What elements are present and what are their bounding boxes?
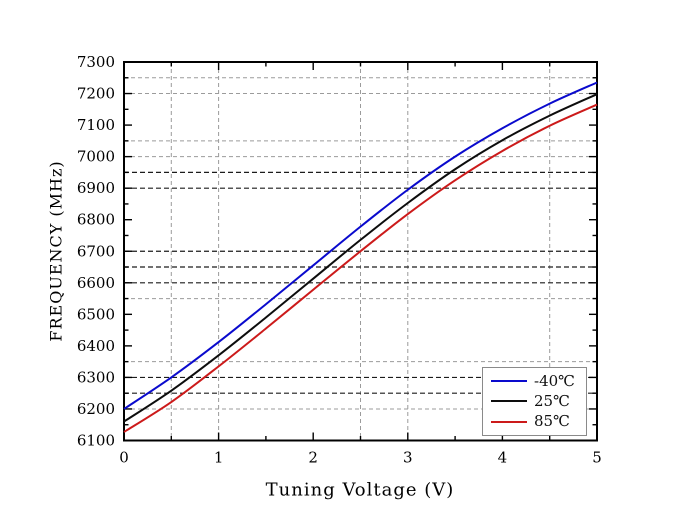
legend-label-25c: 25℃ xyxy=(534,391,570,410)
legend-label-minus40c: -40℃ xyxy=(534,371,575,390)
x-tick-label: 3 xyxy=(403,449,413,467)
data-curves xyxy=(123,81,598,433)
curve-85 xyxy=(123,103,598,433)
legend-item-85c: 85℃ xyxy=(483,412,586,432)
y-axis-title: FREQUENCY (MHz) xyxy=(46,160,66,342)
y-tick-label: 6900 xyxy=(77,179,115,197)
y-tick-label: 7200 xyxy=(77,85,115,103)
legend-item-minus40c: -40℃ xyxy=(483,371,586,391)
y-tick-label: 6600 xyxy=(77,274,115,292)
legend-line-sample-85c xyxy=(491,420,527,423)
axis-ticks xyxy=(123,61,598,442)
x-tick-label: 2 xyxy=(308,449,318,467)
legend-line-sample-minus40c xyxy=(491,380,527,383)
y-tick-label: 6700 xyxy=(77,242,115,260)
x-axis-title: Tuning Voltage (V) xyxy=(265,479,455,501)
y-tick-label: 6200 xyxy=(77,400,115,418)
y-tick-label: 6400 xyxy=(77,337,115,355)
tick-labels: 6100 6200 6300 6400 6500 6600 6700 6800 6900 7000… xyxy=(77,53,602,467)
curve-25 xyxy=(123,93,598,423)
y-tick-label: 7300 xyxy=(77,53,115,71)
y-tick-label: 6800 xyxy=(77,211,115,229)
legend-line-sample-25c xyxy=(491,400,527,403)
legend-label-85c: 85℃ xyxy=(534,412,570,431)
y-tick-label: 7000 xyxy=(77,148,115,166)
y-tick-label: 6500 xyxy=(77,305,115,323)
y-tick-label: 7100 xyxy=(77,116,115,134)
legend: -40℃ 25℃ 85℃ xyxy=(482,367,587,436)
y-tick-label: 6300 xyxy=(77,368,115,386)
x-tick-label: 1 xyxy=(214,449,224,467)
y-tick-label: 6100 xyxy=(77,432,115,450)
curve-40 xyxy=(123,81,598,410)
x-tick-label: 5 xyxy=(592,449,602,467)
legend-item-25c: 25℃ xyxy=(483,391,586,411)
x-tick-label: 0 xyxy=(119,449,129,467)
x-tick-label: 4 xyxy=(498,449,508,467)
